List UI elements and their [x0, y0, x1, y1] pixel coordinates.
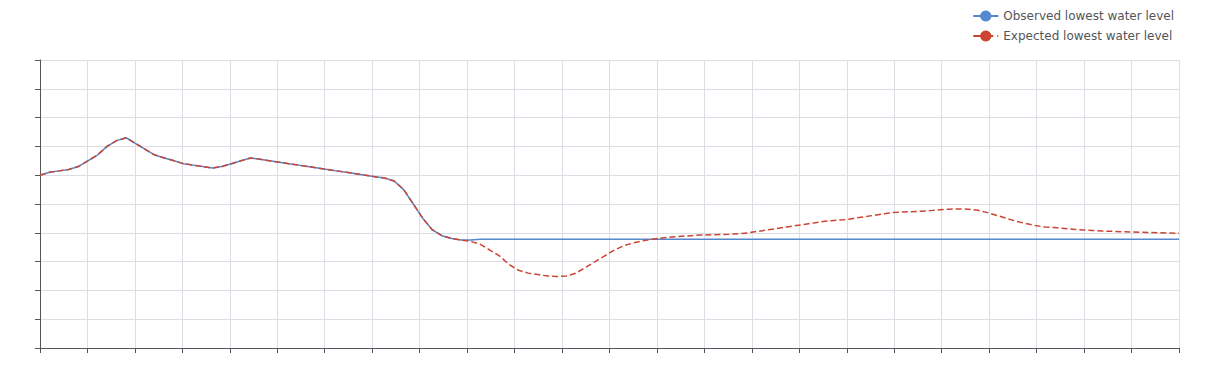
svg-text:Observed lowest water level: Observed lowest water level: [1003, 9, 1174, 23]
svg-text:Expected lowest water level: Expected lowest water level: [1003, 29, 1172, 43]
